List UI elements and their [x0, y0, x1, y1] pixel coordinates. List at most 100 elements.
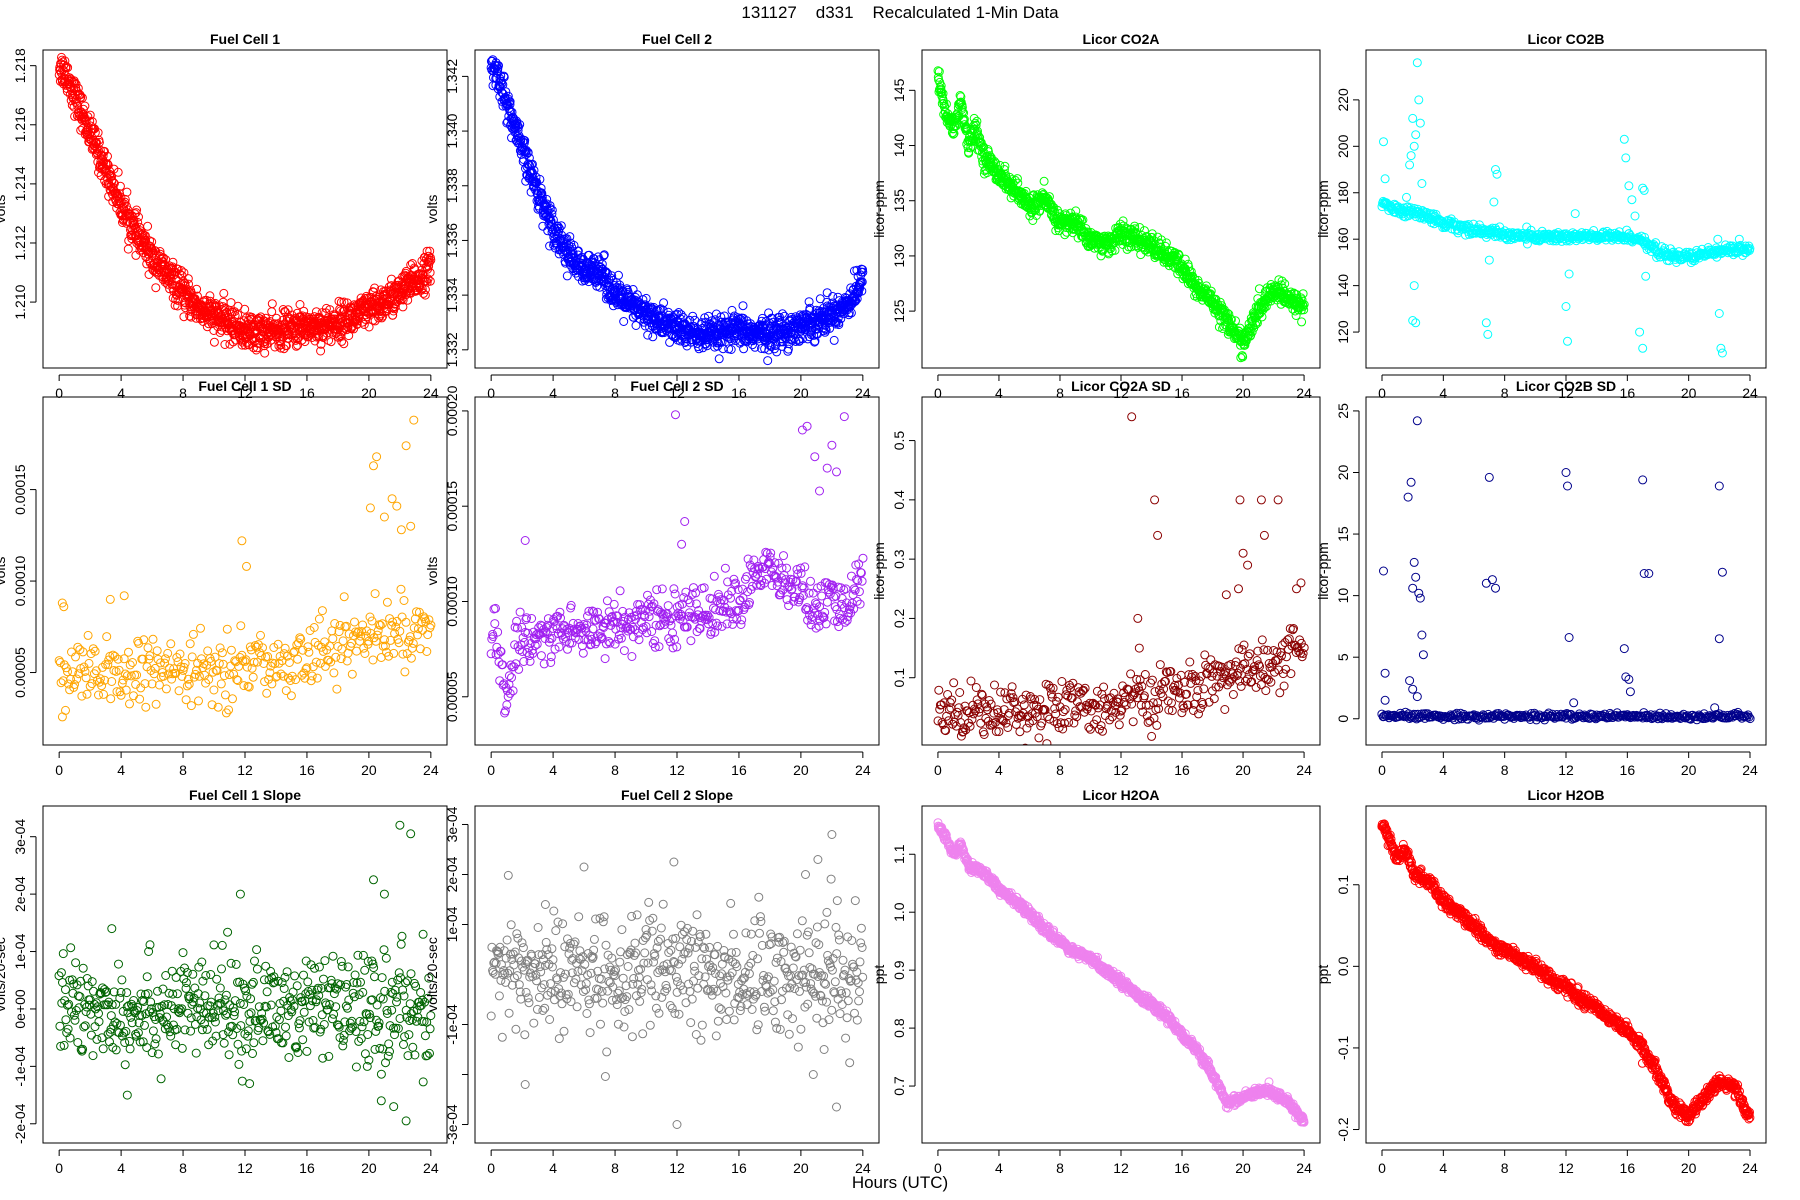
- outlier-point: [369, 461, 378, 471]
- data-point: [784, 339, 794, 349]
- x-tick-label: 20: [361, 762, 377, 778]
- data-point: [123, 244, 133, 254]
- data-point: [295, 300, 305, 309]
- data-point: [336, 297, 346, 307]
- x-tick-label: 20: [361, 385, 377, 401]
- data-point: [396, 584, 406, 594]
- data-point: [656, 304, 666, 314]
- data-point: [975, 133, 985, 142]
- data-point: [1039, 176, 1049, 186]
- data-point: [226, 645, 236, 655]
- data-point: [964, 148, 974, 158]
- data-point: [424, 261, 434, 271]
- data-point: [132, 205, 142, 215]
- data-point: [537, 193, 547, 203]
- data-point: [857, 277, 867, 287]
- data-point: [71, 652, 80, 662]
- y-tick-label: 145: [891, 78, 907, 102]
- outlier-point: [1641, 271, 1651, 281]
- data-point: [676, 310, 686, 320]
- data-point: [556, 234, 566, 244]
- panel-0: Fuel Cell 10 4 8 12 16 20 241.2101.2121.2141.2…: [0, 31, 448, 401]
- data-point: [219, 288, 229, 298]
- data-point: [406, 653, 416, 663]
- data-point: [377, 313, 387, 323]
- data-point: [520, 136, 530, 145]
- plot-frame: [474, 49, 880, 369]
- data-point: [151, 283, 161, 293]
- data-point: [600, 654, 610, 664]
- data-point: [163, 648, 173, 658]
- data-point: [73, 642, 83, 652]
- data-point: [578, 648, 588, 658]
- points: [486, 55, 868, 366]
- data-point: [228, 694, 237, 704]
- points: [933, 66, 1309, 363]
- data-point: [99, 689, 108, 699]
- data-point: [546, 652, 556, 662]
- outlier-point: [1489, 197, 1499, 207]
- data-point: [957, 102, 967, 112]
- data-point: [85, 110, 95, 120]
- data-point: [192, 291, 202, 301]
- data-point: [350, 617, 359, 627]
- data-point: [151, 699, 161, 709]
- data-point: [128, 658, 137, 667]
- data-point: [267, 299, 277, 309]
- x-tick-label: 8: [1056, 385, 1064, 401]
- data-point: [1060, 230, 1070, 240]
- data-point: [858, 267, 868, 277]
- data-point: [828, 292, 838, 301]
- data-point: [499, 72, 509, 82]
- data-point: [359, 320, 369, 329]
- outlier-point: [1491, 165, 1500, 174]
- outlier-point: [392, 501, 402, 511]
- data-point: [194, 696, 203, 706]
- x-tick-label: 16: [299, 385, 315, 401]
- data-point: [332, 684, 342, 694]
- outlier-point: [1484, 255, 1494, 265]
- y-axis-label: volts: [0, 195, 8, 224]
- data-point: [174, 686, 184, 696]
- data-point: [399, 596, 409, 605]
- y-tick-label: 1.338: [444, 168, 460, 203]
- data-point: [220, 340, 230, 349]
- data-point: [173, 295, 183, 305]
- x-tick-label: 0: [55, 385, 63, 401]
- data-point: [222, 624, 232, 634]
- data-point: [255, 338, 265, 348]
- data-point: [972, 116, 982, 126]
- x-tick-label: 20: [1681, 385, 1697, 401]
- data-point: [505, 97, 515, 107]
- data-point: [183, 274, 193, 284]
- outlier-point: [372, 452, 382, 462]
- data-point: [999, 165, 1009, 174]
- data-point: [714, 354, 724, 364]
- data-point: [547, 205, 557, 215]
- points: [1377, 58, 1755, 358]
- points: [486, 410, 868, 718]
- data-point: [834, 320, 844, 330]
- data-point: [565, 232, 575, 242]
- data-point: [795, 336, 804, 346]
- x-tick-label: 24: [423, 762, 439, 778]
- data-point: [184, 679, 194, 689]
- y-axis-label: licor-ppm: [1315, 180, 1331, 238]
- data-point: [276, 343, 286, 353]
- data-point: [209, 337, 219, 347]
- data-point: [567, 246, 577, 256]
- x-tick-label: 4: [117, 762, 125, 778]
- data-point: [347, 669, 357, 679]
- outlier-point: [1409, 281, 1419, 291]
- data-point: [125, 699, 134, 709]
- y-tick-label: 130: [891, 244, 907, 268]
- outlier-point: [1411, 130, 1421, 140]
- outlier-point: [406, 521, 416, 531]
- data-point: [619, 317, 629, 326]
- x-tick-label: 24: [1742, 385, 1758, 401]
- data-point: [329, 668, 339, 678]
- data-point: [215, 643, 225, 653]
- data-point: [186, 701, 196, 711]
- outlier-point: [1409, 141, 1419, 151]
- data-point: [63, 63, 73, 73]
